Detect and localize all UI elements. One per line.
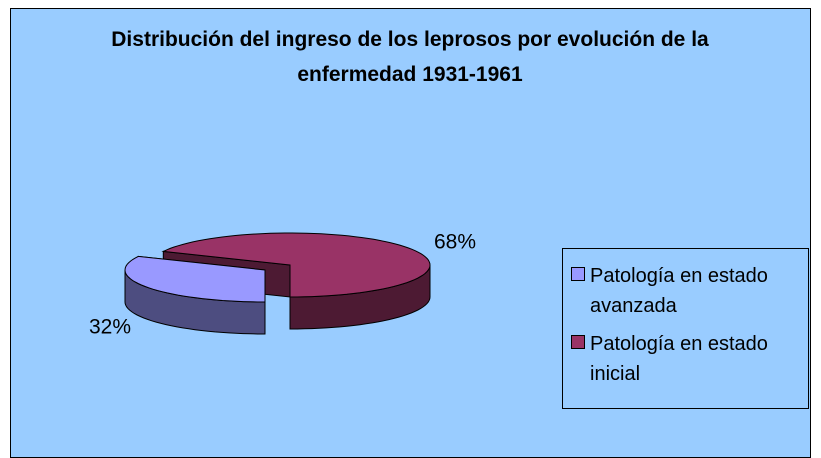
slice	[161, 232, 431, 298]
legend: Patología en estado avanzada Patología en…	[562, 248, 809, 409]
legend-swatch	[571, 267, 585, 281]
legend-label: Patología en estado inicial	[590, 333, 768, 385]
chart-area	[10, 8, 811, 458]
slice	[124, 255, 266, 303]
chart-title: Distribución del ingreso de los leprosos…	[111, 28, 709, 86]
data-label: 32%	[89, 316, 131, 339]
legend-entry: Patología en estado avanzada	[571, 261, 808, 321]
legend-swatch	[571, 335, 585, 349]
legend-entry: Patología en estado inicial	[571, 329, 808, 389]
data-label: 68%	[434, 231, 476, 254]
legend-label: Patología en estado avanzada	[590, 265, 768, 317]
